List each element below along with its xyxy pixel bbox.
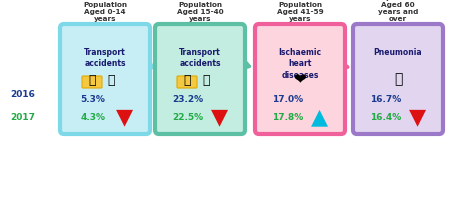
Text: 🫁: 🫁 xyxy=(394,72,402,86)
Text: 5.3%: 5.3% xyxy=(81,95,105,104)
Text: Transport
accidents: Transport accidents xyxy=(179,48,221,68)
Text: ▼: ▼ xyxy=(410,108,427,128)
Text: 16.7%: 16.7% xyxy=(370,95,401,104)
Text: Ischaemic
heart
diseases: Ischaemic heart diseases xyxy=(278,48,321,80)
FancyArrowPatch shape xyxy=(244,62,250,68)
FancyBboxPatch shape xyxy=(255,24,345,134)
FancyBboxPatch shape xyxy=(353,24,443,134)
Text: 🚕: 🚕 xyxy=(88,75,96,87)
Text: 16.4%: 16.4% xyxy=(370,113,401,122)
FancyArrowPatch shape xyxy=(146,61,153,68)
Text: ▲: ▲ xyxy=(311,108,328,128)
Text: Population
Aged 0-14
years: Population Aged 0-14 years xyxy=(83,2,127,22)
Text: 🚙: 🚙 xyxy=(202,75,210,87)
Text: Population
Aged 15-40
years: Population Aged 15-40 years xyxy=(177,2,223,22)
Text: 23.2%: 23.2% xyxy=(173,95,203,104)
Text: ▼: ▼ xyxy=(117,108,134,128)
Text: Pneumonia: Pneumonia xyxy=(374,48,422,57)
Text: ❤️: ❤️ xyxy=(293,72,306,87)
Text: 2016: 2016 xyxy=(10,90,35,99)
FancyBboxPatch shape xyxy=(177,76,197,88)
FancyBboxPatch shape xyxy=(82,76,102,88)
Text: 4.3%: 4.3% xyxy=(81,113,106,122)
Text: ▼: ▼ xyxy=(211,108,228,128)
FancyBboxPatch shape xyxy=(60,24,150,134)
Text: Population
Aged 60
years and
over: Population Aged 60 years and over xyxy=(376,0,420,22)
Text: Transport
accidents: Transport accidents xyxy=(84,48,126,68)
Text: 🚕: 🚕 xyxy=(183,75,191,87)
Text: 22.5%: 22.5% xyxy=(173,113,203,122)
Text: 17.8%: 17.8% xyxy=(273,113,304,122)
Text: 2017: 2017 xyxy=(10,113,35,122)
Text: 🚙: 🚙 xyxy=(107,75,115,87)
FancyArrowPatch shape xyxy=(341,62,348,68)
FancyBboxPatch shape xyxy=(155,24,245,134)
Text: 17.0%: 17.0% xyxy=(273,95,303,104)
Text: Population
Aged 41-59
years: Population Aged 41-59 years xyxy=(277,2,323,22)
